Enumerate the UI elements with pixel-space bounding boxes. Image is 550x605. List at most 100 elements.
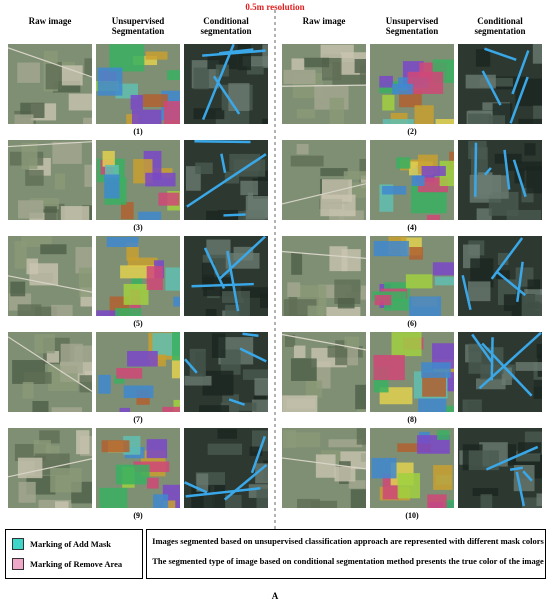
image-patch (254, 378, 268, 396)
image (282, 140, 366, 220)
image (8, 428, 92, 508)
panel-label: (8) (407, 415, 417, 424)
mask-line (184, 481, 208, 494)
image-patch (506, 209, 542, 220)
image-patch (127, 350, 158, 367)
image-patch (201, 262, 215, 290)
image-patch (142, 94, 168, 107)
image-patch (18, 200, 44, 219)
image-patch (293, 345, 306, 358)
image-patch (163, 500, 176, 508)
image-patch (262, 44, 268, 68)
image-patch (335, 340, 348, 366)
mask-line (184, 358, 198, 374)
image-patch (409, 296, 442, 316)
image-patch (494, 153, 522, 164)
image (370, 428, 454, 508)
image-patch (101, 440, 130, 453)
image-patch (84, 58, 92, 77)
mask-line (512, 159, 527, 198)
image-patch (392, 83, 414, 95)
image-patch (320, 44, 354, 58)
image-patch (14, 241, 27, 269)
panel-label: (9) (133, 511, 143, 520)
image-patch (524, 143, 536, 156)
image-patch (501, 367, 512, 386)
image-patch (220, 402, 257, 411)
image-patch (225, 304, 241, 316)
image-patch (21, 236, 52, 248)
mask-line (509, 76, 529, 124)
image-patch (470, 258, 494, 288)
image-patch (199, 405, 230, 412)
image-patch (17, 457, 43, 479)
road (8, 458, 92, 478)
image-patch (123, 385, 154, 399)
mask-line (471, 333, 494, 364)
image-patch (238, 290, 250, 316)
image-canvas (370, 140, 454, 220)
image-patch (396, 157, 411, 169)
mask-line (242, 332, 259, 338)
image-patch (29, 198, 59, 210)
image-patch (444, 405, 454, 412)
image-patch (255, 463, 268, 484)
image-patch (153, 494, 169, 508)
image-patch (184, 375, 212, 386)
image-patch (480, 494, 493, 508)
image-patch (52, 141, 82, 164)
image-patch (382, 119, 414, 124)
image-patch (297, 498, 320, 508)
image-patch (418, 398, 447, 412)
image-patch (437, 430, 450, 440)
mask-line (228, 398, 245, 406)
image-canvas (282, 236, 366, 316)
image-patch (145, 172, 176, 187)
road (282, 333, 366, 351)
image-canvas (184, 428, 268, 508)
image-patch (51, 407, 83, 412)
image (184, 428, 268, 508)
mask-line (515, 471, 526, 507)
mask-line (511, 50, 530, 95)
image-patch (167, 70, 180, 81)
image-patch (371, 457, 397, 479)
mask-line (484, 167, 492, 176)
image-patch (245, 195, 268, 220)
image-patch (61, 65, 83, 86)
image-canvas (8, 236, 92, 316)
image-patch (130, 94, 143, 110)
image-patch (305, 380, 323, 398)
image-patch (193, 67, 209, 90)
image-patch (74, 345, 92, 363)
image-patch (52, 81, 81, 93)
image-patch (360, 453, 366, 462)
image-patch (397, 473, 421, 499)
image-patch (373, 240, 409, 257)
image-patch (257, 170, 268, 196)
image-patch (158, 192, 180, 206)
image-patch (407, 71, 444, 94)
image (184, 44, 268, 124)
column-header: Conditional segmentation (200, 16, 252, 36)
image (96, 428, 180, 508)
mask-line (212, 75, 241, 115)
image-patch (98, 374, 111, 394)
legend-item: Marking of Remove Area (12, 558, 122, 570)
image-canvas (370, 236, 454, 316)
image-patch (337, 298, 355, 309)
mask-line (474, 142, 478, 197)
legend-item: Marking of Add Mask (12, 538, 111, 550)
image-patch (114, 374, 125, 384)
image-patch (79, 375, 92, 393)
image-patch (296, 143, 309, 155)
image-patch (468, 450, 499, 471)
image-patch (115, 464, 150, 485)
image (370, 332, 454, 412)
image-canvas (282, 140, 366, 220)
image-canvas (458, 428, 542, 508)
image-patch (446, 370, 454, 392)
image-patch (468, 113, 492, 124)
image-patch (467, 281, 491, 302)
road (8, 275, 92, 293)
